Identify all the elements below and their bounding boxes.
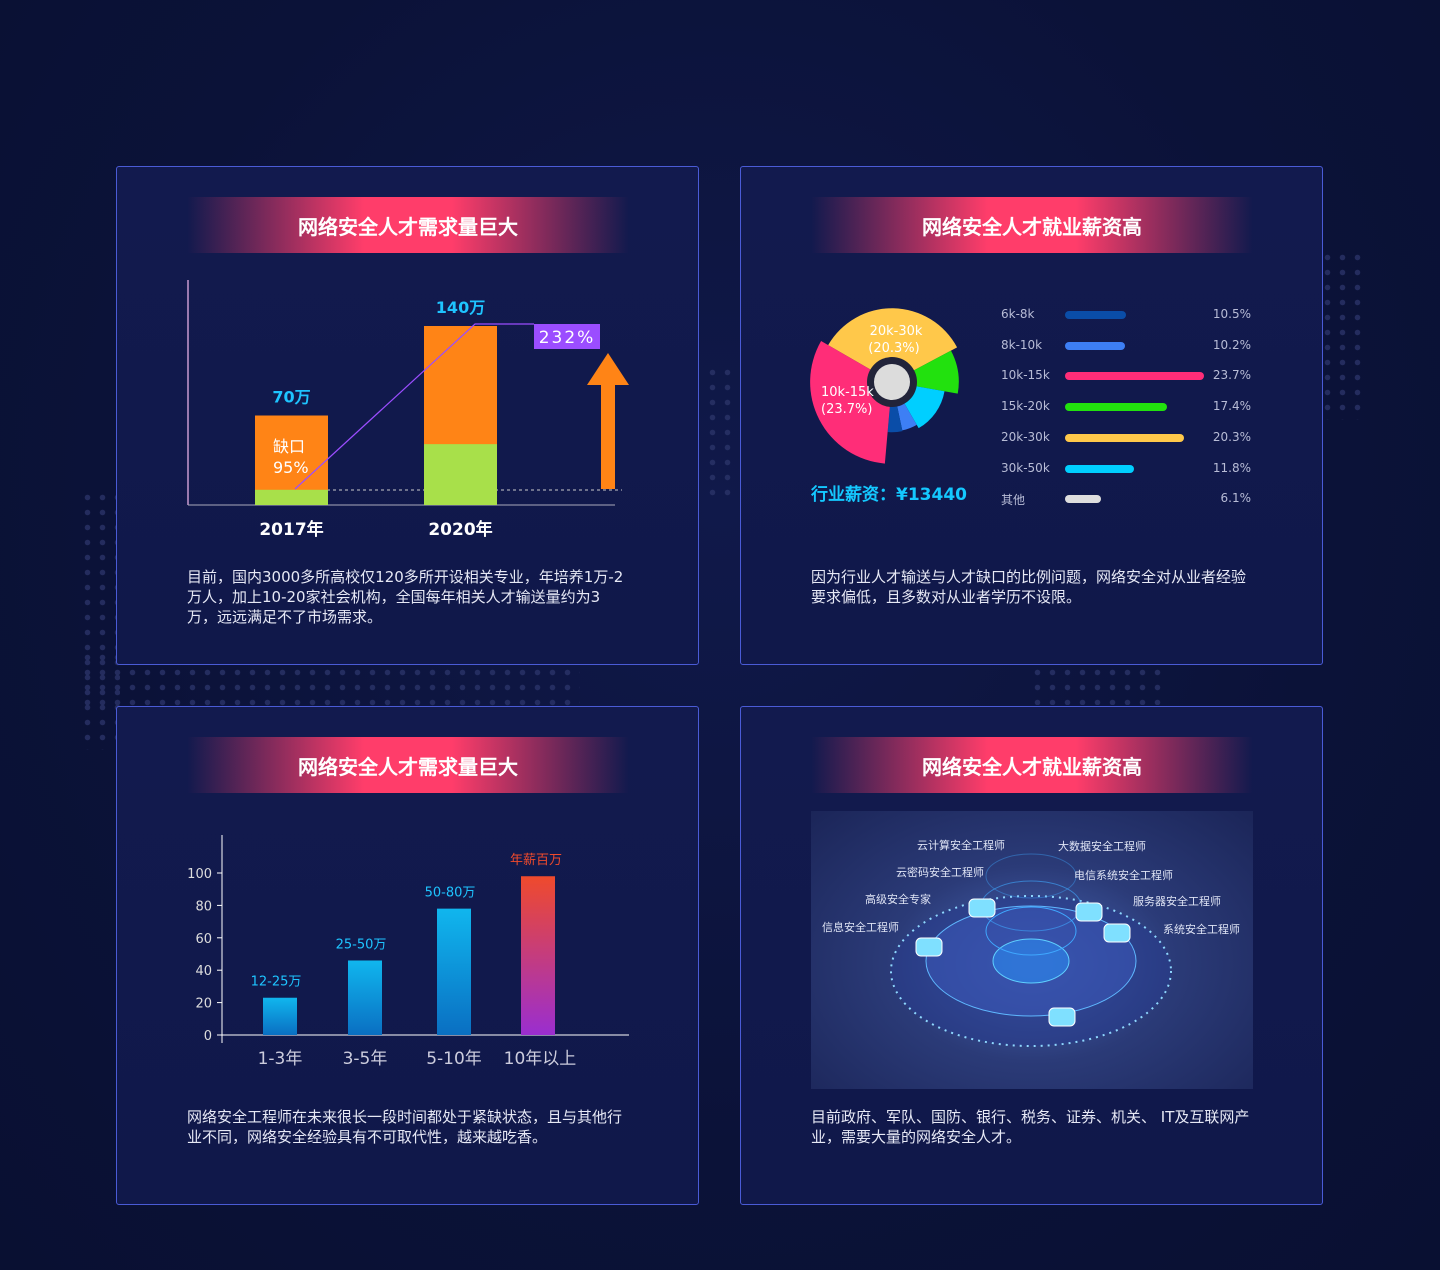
- legend-bar: [1065, 464, 1135, 473]
- y-tick-label: 60: [195, 932, 212, 947]
- y-tick-label: 40: [195, 964, 212, 979]
- x-tick-label: 2017年: [259, 519, 323, 540]
- salary-summary: 行业薪资：¥13440: [811, 480, 967, 505]
- role-label: 系统安全工程师: [1163, 923, 1240, 936]
- legend-bar: [1065, 433, 1184, 442]
- rose-center: [874, 364, 910, 400]
- slice-label: 10k-15k: [821, 385, 874, 400]
- bar: [263, 997, 297, 1035]
- y-tick-label: 100: [187, 867, 212, 882]
- legend-bar: [1065, 341, 1125, 350]
- decor-dots: [80, 490, 120, 750]
- legend-label: 30k-50k: [1001, 460, 1050, 475]
- salary-value: ¥13440: [896, 485, 967, 505]
- legend-bar: [1065, 495, 1101, 504]
- decor-dots: [1320, 250, 1365, 420]
- legend-bar: [1065, 403, 1167, 412]
- demand-chart: 70万 2017年 140万 2020年 缺口 95% 232%: [187, 280, 629, 540]
- data-label: 25-50万: [336, 937, 387, 952]
- x-tick-label: 2020年: [428, 519, 492, 540]
- legend-value: 23.7%: [1212, 368, 1251, 383]
- legend-row: 其他 6.1%: [1001, 489, 1251, 509]
- bar-supply: [424, 444, 497, 505]
- legend-value: 10.2%: [1212, 337, 1251, 352]
- gap-value: 95%: [273, 458, 309, 477]
- card-description: 因为行业人才输送与人才缺口的比例问题，网络安全对从业者经验要求偏低，且多数对从业…: [811, 568, 1247, 606]
- legend-row: 20k-30k 20.3%: [1001, 428, 1251, 448]
- legend-label: 20k-30k: [1001, 429, 1050, 444]
- role-label: 高级安全专家: [865, 893, 931, 906]
- slice-label: (20.3%): [868, 341, 919, 356]
- legend-value: 20.3%: [1212, 429, 1251, 444]
- legend-row: 30k-50k 11.8%: [1001, 459, 1251, 479]
- decor-dots: [1030, 665, 1165, 705]
- x-tick-label: 5-10年: [426, 1049, 482, 1069]
- legend-label: 8k-10k: [1001, 337, 1043, 352]
- salary-card: 网络安全人才就业薪资高 20k-30k (20.3%) 10k-15k (23.7%)…: [740, 166, 1323, 665]
- legend-label: 10k-15k: [1001, 368, 1050, 383]
- slice-label: (23.7%): [821, 402, 872, 417]
- experience-chart: 0 20 40 60 80 100 12-25万 1-3年 25-50万 3-5年 50-80万 5-…: [187, 835, 629, 1069]
- role-label: 云计算安全工程师: [917, 839, 1005, 852]
- card-title: 网络安全人才就业薪资高: [811, 197, 1253, 253]
- growth-label: 232%: [539, 328, 596, 348]
- card-title: 网络安全人才需求量巨大: [187, 737, 629, 793]
- bar: [437, 908, 471, 1035]
- y-tick-label: 20: [195, 997, 212, 1012]
- growth-badge: [534, 324, 600, 349]
- decor-dots: [705, 365, 735, 500]
- legend-value: 10.5%: [1212, 307, 1251, 321]
- legend-row: 15k-20k 17.4%: [1001, 397, 1251, 417]
- card-description: 目前政府、军队、国防、银行、税务、证券、机关、 IT及互联网产业，需要大量的网络…: [811, 1108, 1250, 1146]
- legend-value: 17.4%: [1212, 399, 1251, 414]
- x-tick-label: 1-3年: [258, 1049, 303, 1069]
- legend-value: 6.1%: [1220, 491, 1252, 506]
- x-tick-label: 3-5年: [343, 1049, 388, 1069]
- card-description: 网络安全工程师在未来很长一段时间都处于紧缺状态，且与其他行业不同，网络安全经验具…: [187, 1108, 623, 1146]
- bar-supply: [255, 489, 328, 505]
- y-tick-label: 80: [195, 899, 212, 914]
- y-tick-label: 0: [204, 1029, 212, 1044]
- slice-label: 20k-30k: [870, 324, 923, 339]
- gap-label: 缺口: [273, 437, 305, 456]
- legend-row: 8k-10k 10.2%: [1001, 336, 1251, 356]
- role-label: 信息安全工程师: [822, 921, 899, 934]
- data-label: 50-80万: [425, 886, 476, 901]
- card-title: 网络安全人才需求量巨大: [187, 197, 629, 253]
- role-label: 云密码安全工程师: [896, 866, 984, 879]
- security-roles-illustration: 云计算安全工程师 大数据安全工程师 云密码安全工程师 电信系统安全工程师 高级安…: [811, 811, 1253, 1089]
- role-label: 大数据安全工程师: [1058, 840, 1146, 853]
- data-label: 年薪百万: [510, 853, 562, 868]
- role-label: 服务器安全工程师: [1133, 895, 1221, 908]
- legend-row: 6k-8k 10.5%: [1001, 305, 1251, 325]
- x-tick-label: 10年以上: [504, 1049, 577, 1069]
- growth-line: [294, 323, 534, 490]
- legend-label: 其他: [1001, 493, 1026, 508]
- bar: [521, 876, 555, 1035]
- demand-card: 网络安全人才需求量巨大 70万 2017年 140万 2020年 缺口 95% 232% 目…: [116, 166, 699, 665]
- legend-value: 11.8%: [1212, 460, 1251, 475]
- legend-bar: [1065, 372, 1204, 381]
- salary-label: 行业薪资：: [811, 485, 896, 505]
- industry-card: 网络安全人才就业薪资高 云计算安全工程师 大数据安全工程师 云密码安全工程师 电…: [740, 706, 1323, 1205]
- role-label: 电信系统安全工程师: [1074, 869, 1173, 882]
- up-arrow-icon: [587, 353, 629, 489]
- bar: [348, 960, 382, 1035]
- salary-rose-chart: 20k-30k (20.3%) 10k-15k (23.7%): [810, 308, 959, 464]
- legend-bar: [1065, 311, 1127, 319]
- data-label: 70万: [272, 388, 310, 407]
- data-label: 12-25万: [251, 975, 302, 990]
- legend-label: 15k-20k: [1001, 399, 1050, 414]
- rose-slice: [828, 308, 958, 382]
- platform-graphic: [890, 853, 1172, 1047]
- experience-card: 网络安全人才需求量巨大 0 20 40 60 80 100 12-25万 1-3年 25-50万…: [116, 706, 699, 1205]
- card-title: 网络安全人才就业薪资高: [811, 737, 1253, 793]
- legend-row: 10k-15k 23.7%: [1001, 366, 1251, 386]
- card-description: 目前，国内3000多所高校仅120多所开设相关专业，年培养1万-2万人，加上10…: [187, 568, 624, 626]
- data-label: 140万: [436, 298, 485, 317]
- legend-label: 6k-8k: [1001, 307, 1035, 321]
